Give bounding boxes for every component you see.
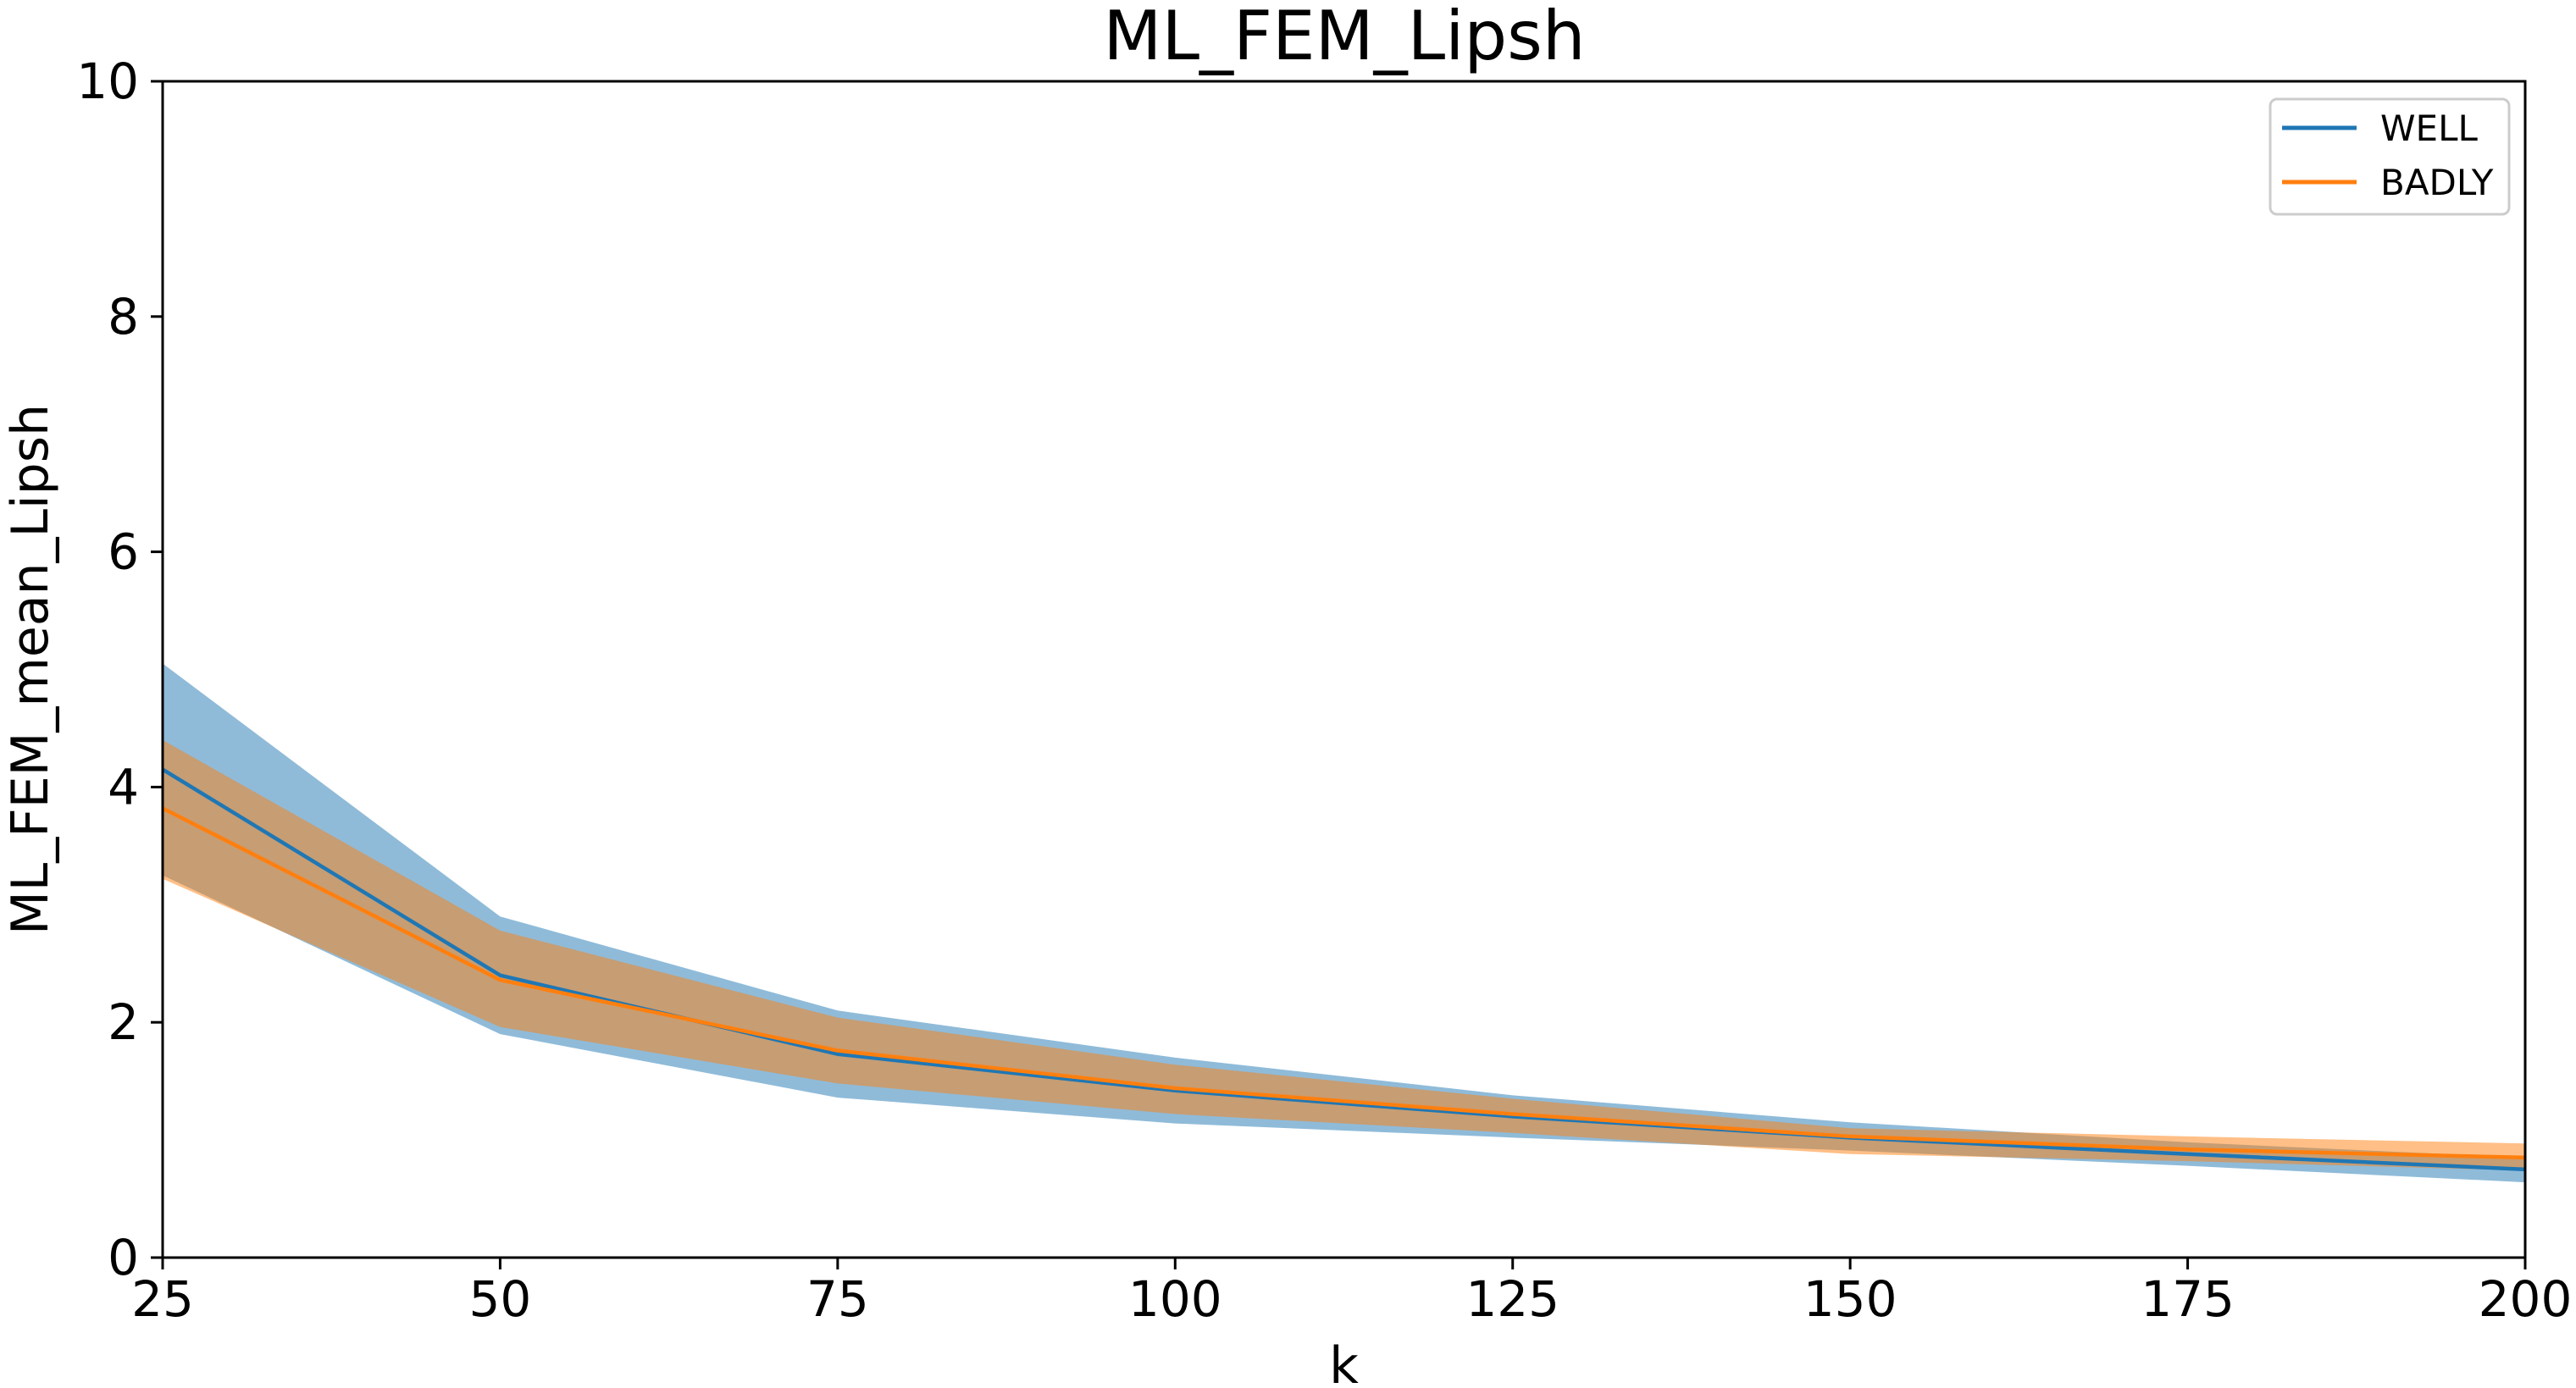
x-tick-label: 150 <box>1803 1270 1897 1328</box>
y-tick-label: 10 <box>76 53 139 110</box>
x-axis-ticks: 25 50 75 100 125 150 175 200 <box>131 1258 2572 1328</box>
x-tick-label: 200 <box>2479 1270 2573 1328</box>
y-tick-label: 0 <box>108 1229 139 1286</box>
x-tick-label: 25 <box>131 1270 194 1328</box>
legend-label-badly: BADLY <box>2380 162 2494 203</box>
y-tick-label: 8 <box>108 288 139 346</box>
x-tick-label: 75 <box>806 1270 869 1328</box>
line-well <box>161 767 2526 1172</box>
x-axis-title: k <box>1329 1336 1359 1388</box>
y-axis-ticks: 0 2 4 6 8 10 <box>76 53 163 1286</box>
legend-label-well: WELL <box>2380 108 2478 149</box>
line-badly <box>161 806 2526 1160</box>
x-tick-label: 175 <box>2141 1270 2235 1328</box>
y-tick-label: 4 <box>108 758 139 816</box>
y-axis-title: ML_FEM_mean_Lipsh <box>1 404 60 935</box>
y-tick-label: 6 <box>108 523 139 581</box>
x-tick-label: 100 <box>1128 1270 1222 1328</box>
x-tick-label: 50 <box>469 1270 532 1328</box>
x-tick-label: 125 <box>1465 1270 1559 1328</box>
band-badly <box>163 739 2525 1171</box>
plot-frame <box>161 80 2527 1259</box>
series-lines <box>161 767 2526 1172</box>
confidence-bands <box>163 663 2525 1183</box>
chart-title: ML_FEM_Lipsh <box>1103 0 1585 75</box>
legend: WELL BADLY <box>2269 97 2511 216</box>
y-tick-label: 2 <box>108 993 139 1051</box>
